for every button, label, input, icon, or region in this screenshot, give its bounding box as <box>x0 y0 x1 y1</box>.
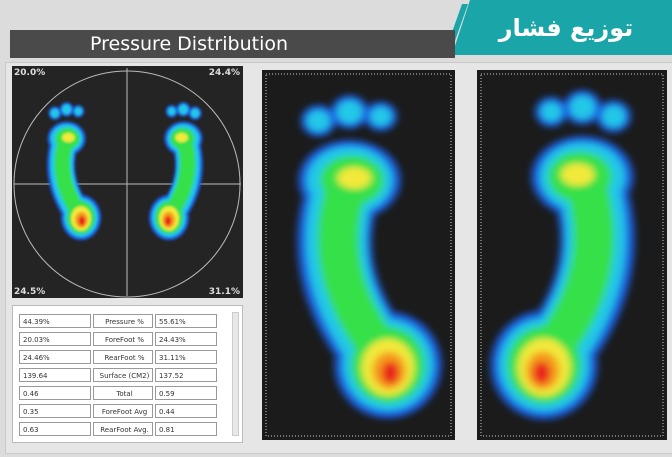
quadrant-label: 20.0% <box>14 68 45 78</box>
table-cell: 139.64 <box>19 368 91 382</box>
table-cell: 44.39% <box>19 314 91 328</box>
table-cell: 31.11% <box>155 350 217 364</box>
table-cell: 0.63 <box>19 422 91 436</box>
table-cell: ForeFoot Avg <box>93 404 153 418</box>
table-cell: 0.44 <box>155 404 217 418</box>
header-bar: Pressure Distribution <box>10 30 455 58</box>
badge <box>452 0 672 55</box>
quadrant-label: 24.4% <box>209 68 240 78</box>
frame <box>265 73 452 437</box>
table-cell: 0.35 <box>19 404 91 418</box>
table-cell: 0.59 <box>155 386 217 400</box>
table-cell: 24.46% <box>19 350 91 364</box>
table-cell: Surface (CM2) <box>93 368 153 382</box>
table-cell: 137.52 <box>155 368 217 382</box>
quadrant-label: 24.5% <box>14 287 45 297</box>
table-cell: 20.03% <box>19 332 91 346</box>
table-cell: 24.43% <box>155 332 217 346</box>
table-cell: ForeFoot % <box>93 332 153 346</box>
table-cell: 0.46 <box>19 386 91 400</box>
table-cell: RearFoot % <box>93 350 153 364</box>
badge-text: توزیع فشار <box>498 14 634 42</box>
scrollbar[interactable] <box>232 312 239 436</box>
frame <box>480 73 664 437</box>
quadrant-label: 31.1% <box>209 287 240 297</box>
table-cell: 0.81 <box>155 422 217 436</box>
table-cell: Pressure % <box>93 314 153 328</box>
table-cell: RearFoot Avg. <box>93 422 153 436</box>
table-cell: 55.61% <box>155 314 217 328</box>
stats-table: 44.39% Pressure % 55.61% 20.03% ForeFoot % 24… <box>12 305 243 443</box>
table-cell: Total Avg(Kg/CM <box>93 386 153 412</box>
header-title: Pressure Distribution <box>90 33 289 55</box>
